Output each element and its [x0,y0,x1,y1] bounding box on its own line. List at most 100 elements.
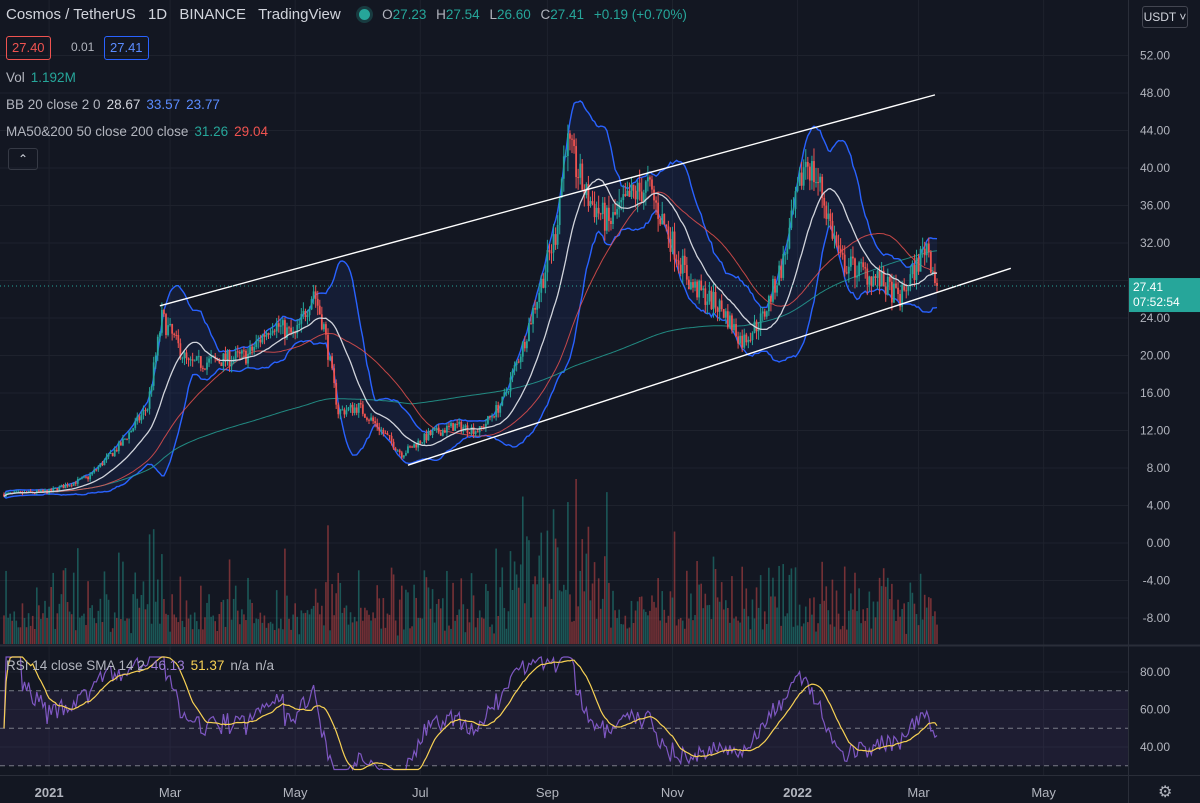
volume-bar [390,567,393,644]
bollinger-band-fill [4,101,937,499]
rsi-legend[interactable]: RSI 14 close SMA 14 2 46.13 51.37 n/a n/a [6,658,274,673]
symbol-name[interactable]: Cosmos / TetherUS [6,6,136,23]
candle-body [552,234,555,253]
candle-body [195,356,198,361]
candle-body [870,276,873,286]
volume-bar [359,607,362,644]
volume-bar [792,626,795,644]
volume-bar [710,619,713,644]
volume-bar [345,605,348,644]
candle-body [62,485,65,489]
volume-bar [630,600,633,644]
volume-bar [99,598,102,644]
candle-body [839,248,842,253]
volume-bar [159,623,161,644]
candle-body [97,466,100,470]
candle-body [284,320,286,338]
candle-body [368,419,370,421]
candle-body [921,248,924,250]
candle-body [747,339,750,343]
volume-bar [831,579,834,644]
volume-bar [700,583,702,644]
gear-icon[interactable]: ⚙ [1158,784,1173,801]
candle-body [712,291,715,310]
sell-button[interactable]: 27.40 [6,36,51,60]
candle-body [909,274,912,287]
volume-bar [226,599,229,644]
candle-body [251,346,254,351]
candle-body [388,435,391,437]
buy-button[interactable]: 27.41 [104,36,149,60]
candle-body [499,405,502,413]
volume-bar [909,582,912,644]
candle-body [558,197,561,225]
interval[interactable]: 1D [147,6,168,23]
volume-bar [189,614,192,644]
candle-body [849,256,852,267]
chevron-up-icon: ⌃ [17,152,29,166]
collapse-legend-button[interactable]: ⌃ [8,148,38,170]
price-tick-label: 32.00 [1140,236,1170,250]
candle-body [917,257,920,272]
volume-bar [583,591,586,644]
volume-bar [569,594,571,644]
candle-body [739,335,742,344]
candle-body [132,428,135,432]
candle-body [907,286,910,291]
candle-body [888,276,891,282]
time-tick-label: Jul [412,785,429,800]
volume-bar [25,627,28,644]
volume-bar [435,603,438,644]
volume-bar [464,632,467,644]
volume-bar [524,603,526,644]
candle-body [202,367,204,369]
volume-bar [571,621,573,644]
volume-bar [333,615,335,644]
volume-bar [718,601,721,644]
candle-body [140,414,143,421]
candle-body [134,421,137,429]
rsi-line [3,656,938,772]
volume-bar [681,620,684,644]
candle-body [679,264,682,274]
bb-legend[interactable]: BB 20 close 2 0 28.67 33.57 23.77 [6,97,220,112]
volume-bar [175,617,178,644]
candle-body [687,279,690,290]
time-tick-label: Mar [159,785,182,800]
volume-bar [56,613,59,644]
ma-legend[interactable]: MA50&200 50 close 200 close 31.26 29.04 [6,124,268,139]
candle-body [42,489,44,492]
candle-body [653,189,655,201]
volume-bar [138,607,141,644]
time-tick-label: May [283,785,308,800]
candle-body [901,284,904,307]
volume-bar [376,585,378,644]
candle-body [128,432,130,440]
candle-body [835,235,838,246]
volume-bar [364,607,366,644]
volume-bar [610,627,612,644]
volume-bar [411,626,413,644]
volume-bar [288,618,290,644]
candle-body [441,430,444,436]
volume-bar [318,614,321,644]
price-tick-label: -8.00 [1143,611,1171,625]
volume-legend[interactable]: Vol 1.192M [6,70,76,85]
volume-bar [177,622,180,644]
rsi-na-2: n/a [255,658,274,673]
currency-dropdown[interactable]: USDT ˅ [1142,6,1188,28]
volume-bar [460,578,463,644]
price-tick-label: 12.00 [1140,424,1170,438]
volume-bar [95,623,98,644]
volume-bar [755,587,758,644]
volume-bar [124,620,126,644]
candle-body [856,276,858,278]
candle-body [491,416,493,418]
candle-body [3,494,5,497]
volume-bar [370,620,372,644]
candle-body [421,442,424,444]
price-tick-label: 0.00 [1147,536,1171,550]
volume-bar [396,635,399,644]
volume-bar [44,600,46,644]
